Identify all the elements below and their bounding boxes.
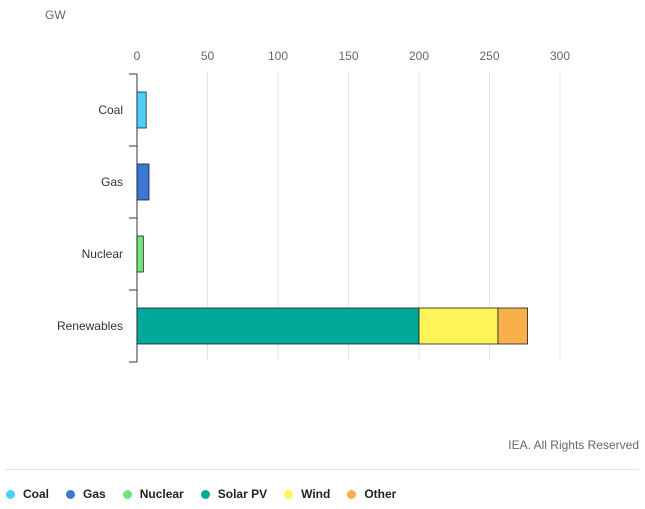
x-tick-label-50: 50 xyxy=(201,49,215,63)
legend-item-solar-pv[interactable]: Solar PV xyxy=(200,487,268,501)
x-tick-label-250: 250 xyxy=(479,49,499,63)
x-tick-label-100: 100 xyxy=(268,49,288,63)
bar-renewables-solar-pv xyxy=(136,307,420,345)
unit-label: GW xyxy=(45,8,66,22)
category-labels: Coal Gas Nuclear Renewables xyxy=(57,103,123,333)
bar-renewables-wind xyxy=(418,307,499,345)
x-tick-label-300: 300 xyxy=(550,49,570,63)
legend: Coal Gas Nuclear Solar PV Wind Other xyxy=(6,487,413,501)
legend-label: Coal xyxy=(23,487,50,501)
bars xyxy=(136,91,528,345)
legend-item-nuclear[interactable]: Nuclear xyxy=(122,487,184,501)
x-tick-label-200: 200 xyxy=(409,49,429,63)
legend-label: Other xyxy=(364,487,397,501)
category-label-renewables: Renewables xyxy=(57,319,123,333)
x-tick-label-0: 0 xyxy=(134,49,141,63)
category-label-coal: Coal xyxy=(98,103,123,117)
category-label-nuclear: Nuclear xyxy=(82,247,123,261)
legend-divider xyxy=(6,469,639,470)
category-label-gas: Gas xyxy=(101,175,123,189)
legend-dot-icon xyxy=(200,489,210,499)
legend-item-coal[interactable]: Coal xyxy=(6,487,49,501)
bar-nuclear-nuclear xyxy=(136,235,144,273)
legend-label: Solar PV xyxy=(217,487,268,501)
legend-item-gas[interactable]: Gas xyxy=(66,487,106,501)
bar-gas-gas xyxy=(136,163,150,201)
legend-label: Gas xyxy=(83,487,106,501)
legend-dot-icon xyxy=(122,489,132,499)
bar-renewables-other xyxy=(497,307,528,345)
legend-label: Wind xyxy=(301,487,331,501)
credit-text: IEA. All Rights Reserved xyxy=(508,438,639,452)
legend-item-wind[interactable]: Wind xyxy=(284,487,330,501)
legend-dot-icon xyxy=(284,489,294,499)
legend-dot-icon xyxy=(6,489,15,499)
legend-dot-icon xyxy=(66,489,76,499)
y-axis xyxy=(129,73,138,363)
legend-item-other[interactable]: Other xyxy=(347,487,396,501)
legend-dot-icon xyxy=(347,489,357,499)
x-axis-ticks: 0 50 100 150 200 250 300 xyxy=(134,49,571,63)
bar-coal-coal xyxy=(136,91,147,129)
legend-label: Nuclear xyxy=(139,487,184,501)
x-tick-label-150: 150 xyxy=(338,49,358,63)
